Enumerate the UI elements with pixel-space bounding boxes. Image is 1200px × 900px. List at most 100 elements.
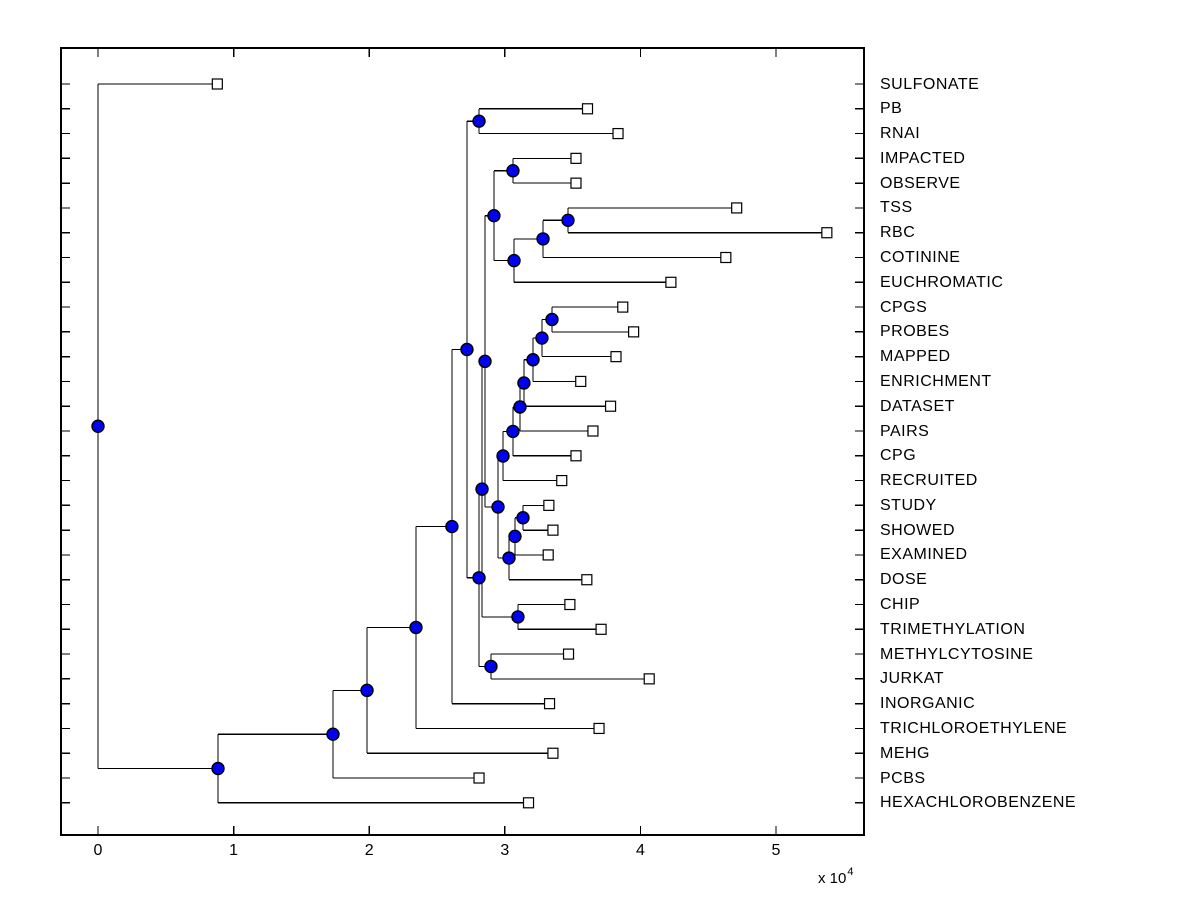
branch-marker-d [517,376,531,390]
leaf-marker-rnai [612,127,624,140]
x-axis-multiplier: x 104 [818,866,854,887]
leaf-marker-rbc [821,227,833,239]
x-tick-label-1: 1 [229,842,239,859]
leaf-marker-probes [628,326,640,338]
branch-marker-a [545,312,559,327]
leaf-label-showed: SHOWED [880,521,955,539]
leaf-label-impacted: IMPACTED [880,149,966,167]
branch-marker-o [511,610,525,624]
x-tick-label-0: 0 [93,842,103,859]
x-tick-label-3: 3 [500,842,510,859]
branch-marker-l [502,551,516,565]
leaf-marker-tss [731,202,743,214]
leaf-marker-pb [581,103,594,115]
leaf-label-methylcytosine: METHYLCYTOSINE [880,645,1034,663]
leaf-marker-enrichment [575,375,587,388]
leaf-marker-mapped [610,351,622,363]
branch-marker-c [526,353,540,367]
plot-border [60,47,865,836]
leaf-marker-pcbs [473,772,485,784]
leaf-label-cotinine: COTININE [880,249,961,266]
branch-marker-root [91,419,105,433]
branch-marker-b [535,331,549,345]
branch-marker-x [478,354,492,369]
x-axis-multiplier-exponent: 4 [847,866,854,878]
branch-marker-u2 [506,164,520,178]
branch-marker-f [506,424,520,439]
leaf-marker-recruited [556,474,568,487]
leaf-marker-trichloroethylene [593,722,605,735]
leaf-label-mapped: MAPPED [880,348,951,366]
leaf-label-observe: OBSERVE [880,174,961,192]
leaf-marker-cpgs [617,301,629,313]
branch-marker-k [491,500,505,514]
leaf-label-enrichment: ENRICHMENT [880,372,992,390]
leaf-label-study: STUDY [880,496,937,514]
leaf-label-rnai: RNAI [880,125,921,143]
leaf-label-cpgs: CPGS [880,298,928,316]
branch-marker-t [211,761,225,776]
leaf-label-pb: PB [880,100,903,118]
branch-marker-s [326,727,340,741]
leaf-label-sulfonate: SULFONATE [880,75,980,93]
leaf-label-tss: TSS [880,199,913,217]
x-tick-label-2: 2 [364,842,374,859]
x-tick-label-5: 5 [771,842,781,859]
leaf-marker-cpg [570,450,582,462]
leaf-marker-trimethylation [595,623,607,635]
branch-marker-u5 [507,253,521,268]
branch-marker-u3 [561,213,575,228]
leaf-label-dose: DOSE [880,571,928,589]
leaf-marker-impacted [570,152,582,164]
leaf-marker-hexachlorobenzene [522,797,535,809]
x-axis-multiplier-base: x 10 [818,870,847,887]
leaf-label-euchromatic: EUCHROMATIC [880,273,1004,291]
leaf-marker-examined [542,549,554,561]
branch-marker-g [496,449,510,463]
leaf-marker-cotinine [720,251,732,264]
branch-marker-i [516,511,530,525]
x-tick-label-4: 4 [635,842,645,859]
branch-marker-q [409,620,423,635]
leaf-marker-mehg [547,747,559,759]
leaf-label-recruited: RECRUITED [880,472,978,490]
branch-marker-n [472,571,486,585]
leaf-label-inorganic: INORGANIC [880,695,976,713]
leaf-marker-pairs [587,425,599,437]
leaf-marker-study [543,499,555,511]
branch-marker-h [475,482,489,496]
branch-marker-u4 [536,232,550,246]
leaf-label-examined: EXAMINED [880,546,968,564]
leaf-label-rbc: RBC [880,224,916,242]
leaf-label-mehg: MEHG [880,744,930,762]
leaf-marker-observe [570,177,582,189]
branch-marker-r [360,683,374,698]
leaf-label-jurkat: JURKAT [880,670,945,688]
branch-marker-e [513,400,527,414]
leaf-label-trimethylation: TRIMETHYLATION [880,620,1026,638]
leaf-marker-dataset [604,400,617,412]
leaf-marker-methylcytosine [562,648,575,660]
leaf-marker-chip [564,598,576,611]
leaf-label-pcbs: PCBS [880,769,926,787]
leaf-label-chip: CHIP [880,596,921,613]
leaf-marker-showed [547,524,559,536]
leaf-label-probes: PROBES [880,323,950,341]
leaf-label-cpg: CPG [880,447,917,465]
leaf-marker-dose [581,574,593,586]
leaf-marker-inorganic [543,698,556,710]
branch-marker-u1 [472,114,486,128]
branch-marker-m [445,519,459,534]
leaf-label-trichloroethylene: TRICHLOROETHYLENE [880,719,1068,737]
branch-marker-u6 [487,208,501,223]
leaf-marker-jurkat [643,673,655,685]
branch-marker-j [508,529,522,544]
leaf-label-dataset: DATASET [880,397,955,415]
leaf-marker-euchromatic [665,276,677,288]
leaf-marker-sulfonate [211,78,223,90]
branch-marker-p [484,659,498,674]
branch-marker-bigup [460,342,474,357]
leaf-label-hexachlorobenzene: HEXACHLOROBENZENE [880,794,1077,812]
